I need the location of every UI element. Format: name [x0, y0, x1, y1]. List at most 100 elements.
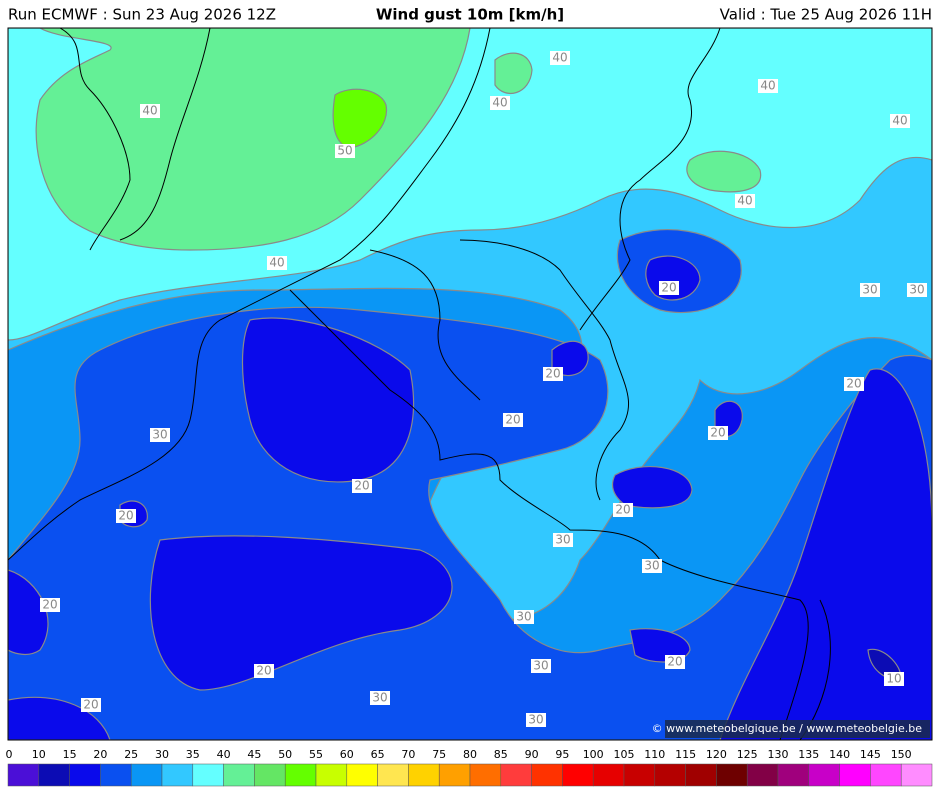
- colorbar-tick-label: 70: [401, 748, 415, 761]
- contour-label: 40: [737, 194, 752, 208]
- colorbar-swatch: [654, 763, 686, 787]
- colorbar-swatch: [900, 763, 933, 787]
- colorbar-tick-label: 150: [891, 748, 912, 761]
- colorbar-tick-label: 115: [675, 748, 696, 761]
- colorbar-tick-label: 80: [463, 748, 477, 761]
- field-15: [241, 317, 415, 483]
- colorbar-swatch: [38, 763, 70, 787]
- contour-label: 40: [892, 114, 907, 128]
- contour-label-bg: [526, 713, 546, 727]
- colorbar-tick-label: 55: [309, 748, 323, 761]
- colorbar-swatch: [377, 763, 409, 787]
- colorbar-tick-label: 0: [6, 748, 13, 761]
- colorbar-tick-label: 135: [798, 748, 819, 761]
- colorbar-tick-label: 35: [186, 748, 200, 761]
- contour-label-bg: [735, 194, 755, 208]
- contour-label-bg: [907, 283, 927, 297]
- run-label: Run ECMWF : Sun 23 Aug 2026 12Z: [8, 6, 276, 24]
- field-40: [494, 52, 533, 94]
- credit: © www.meteobelgique.be / www.meteobelgie…: [652, 722, 923, 735]
- contour-label-bg: [150, 428, 170, 442]
- contour-label-bg: [844, 377, 864, 391]
- contour-label-bg: [659, 281, 679, 295]
- contour-labels: 40 50 40 40 40 40 40 40 20 30 30 20 20 30 20 20 20 20 20 30…: [40, 51, 927, 727]
- contour-label-bg: [708, 426, 728, 440]
- contour-label: 40: [269, 256, 284, 270]
- contour-label: 40: [552, 51, 567, 65]
- colorbar-swatch: [592, 763, 625, 787]
- colorbar-swatch: [315, 763, 348, 787]
- colorbar-tick-label: 75: [432, 748, 446, 761]
- contour-label: 40: [142, 104, 157, 118]
- contour-label: 20: [545, 367, 560, 381]
- colorbar-tick-label: 125: [737, 748, 758, 761]
- contour-label-bg: [503, 413, 523, 427]
- contour-label: 20: [615, 503, 630, 517]
- colorbar-tick-label: 105: [614, 748, 635, 761]
- colorbar-swatch: [531, 763, 563, 787]
- contour-label-bg: [553, 533, 573, 547]
- credit-box: [665, 720, 930, 738]
- colorbar-swatch: [69, 763, 101, 787]
- country-border: [289, 28, 831, 740]
- field-15: [149, 535, 453, 691]
- colorbar-swatch: [808, 763, 840, 787]
- contour-label: 50: [337, 144, 352, 158]
- colorbar-swatch: [254, 763, 286, 787]
- contour-label: 40: [760, 79, 775, 93]
- contour-label-bg: [370, 691, 390, 705]
- colorbar-swatch: [870, 763, 902, 787]
- contour-label: 20: [42, 598, 57, 612]
- field-15: [719, 368, 932, 740]
- colorbar-tick-label: 20: [93, 748, 107, 761]
- contour-label-bg: [140, 104, 160, 118]
- contour-label: 20: [505, 413, 520, 427]
- colorbar-swatch: [130, 763, 163, 787]
- contour-label-bg: [642, 559, 662, 573]
- valid-label: Valid : Tue 25 Aug 2026 11H: [720, 6, 932, 24]
- contour-label-bg: [352, 479, 372, 493]
- contour-label-bg: [490, 96, 510, 110]
- contour-label: 40: [492, 96, 507, 110]
- colorbar-tick-label: 145: [860, 748, 881, 761]
- colorbar-tick-label: 45: [247, 748, 261, 761]
- contour-label: 20: [846, 377, 861, 391]
- contour-label-bg: [890, 114, 910, 128]
- contour-label: 20: [354, 479, 369, 493]
- colorbar-swatch: [408, 763, 440, 787]
- colorbar-swatch: [623, 763, 656, 787]
- contour-label: 10: [886, 672, 901, 686]
- colorbar-tick-label: 40: [217, 748, 231, 761]
- contour-label-bg: [267, 256, 287, 270]
- contour-label: 30: [909, 283, 924, 297]
- field-50: [332, 88, 388, 149]
- colorbar-swatch: [562, 763, 594, 787]
- colorbar-tick-label: 85: [494, 748, 508, 761]
- contour-label-bg: [254, 664, 274, 678]
- colorbar-tick-label: 30: [155, 748, 169, 761]
- contour-label-bg: [613, 503, 633, 517]
- map-frame: [7, 27, 933, 741]
- contour-label: 20: [661, 281, 676, 295]
- colorbar-swatch: [746, 763, 779, 787]
- colorbar-tick-label: 50: [278, 748, 292, 761]
- colorbar-swatch: [100, 763, 132, 787]
- colorbar-swatch: [438, 763, 471, 787]
- contour-label-bg: [514, 610, 534, 624]
- contour-label: 20: [256, 664, 271, 678]
- colorbar-tick-label: 65: [371, 748, 385, 761]
- colorbar-swatch: [839, 763, 871, 787]
- coastline: [8, 28, 491, 561]
- contour-label-bg: [665, 655, 685, 669]
- colorbar-swatch: [500, 763, 532, 787]
- colorbar-swatch: [7, 763, 40, 787]
- colorbar-swatch: [469, 763, 502, 787]
- colorbar-swatch: [223, 763, 255, 787]
- colorbar-swatch: [161, 763, 194, 787]
- map: 40 50 40 40 40 40 40 40 20 30 30 20 20 30 20 20 20 20 20 30…: [7, 27, 933, 741]
- contour-label-bg: [116, 509, 136, 523]
- colorbar-tick-label: 140: [829, 748, 850, 761]
- contour-label: 30: [644, 559, 659, 573]
- colorbar-swatch: [346, 763, 378, 787]
- colorbar-tick-label: 100: [583, 748, 604, 761]
